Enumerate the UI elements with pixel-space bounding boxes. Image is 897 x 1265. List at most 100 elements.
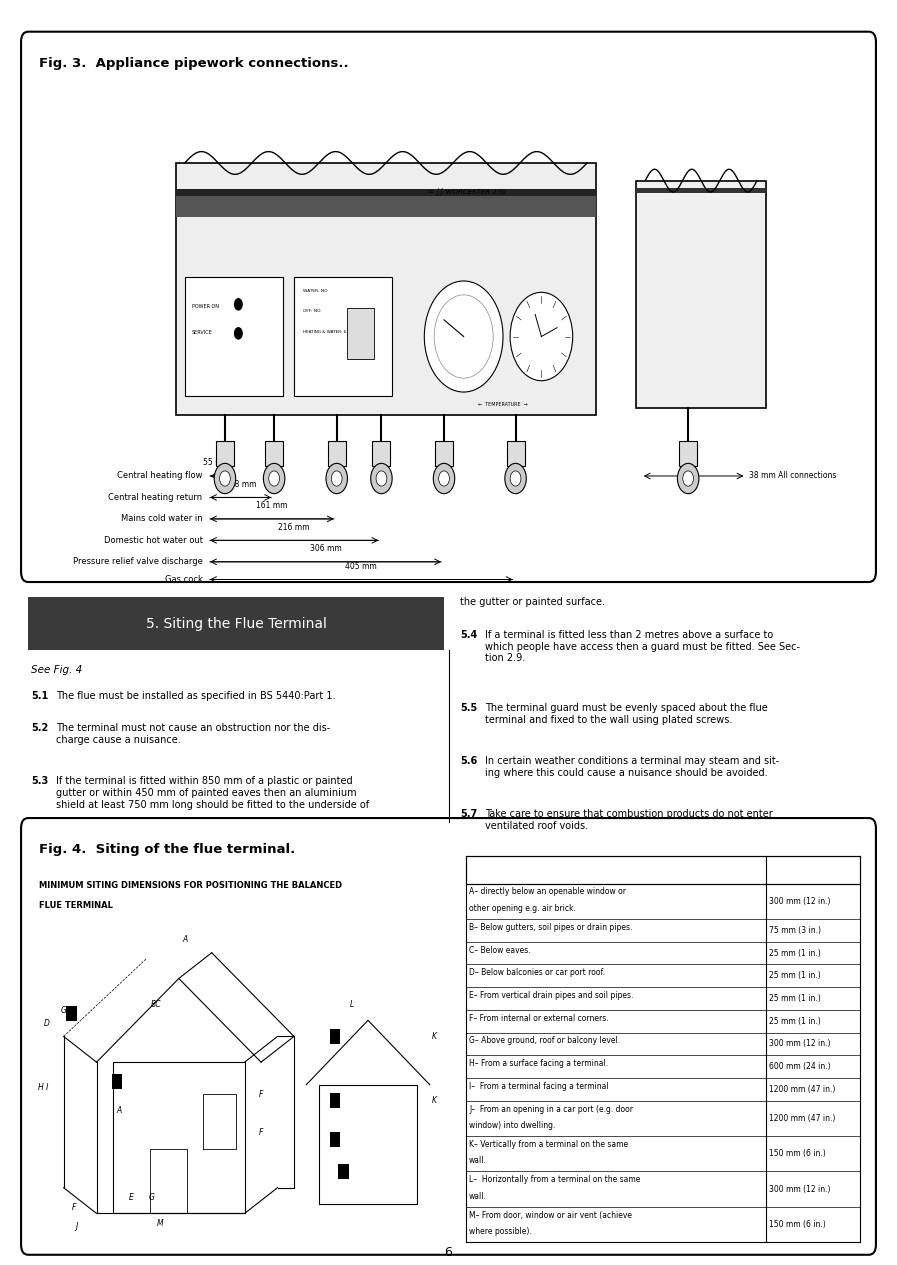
Text: I–  From a terminal facing a terminal: I– From a terminal facing a terminal bbox=[469, 1082, 609, 1090]
Text: 75 mm (3 in.): 75 mm (3 in.) bbox=[769, 926, 821, 935]
Text: OFF: NO: OFF: NO bbox=[303, 310, 320, 314]
Text: 300 mm (12 in.): 300 mm (12 in.) bbox=[769, 1040, 830, 1049]
Bar bbox=[330, 1132, 341, 1147]
Circle shape bbox=[234, 299, 243, 311]
Text: Take care to ensure that combustion products do not enter
ventilated roof voids.: Take care to ensure that combustion prod… bbox=[485, 810, 773, 831]
Circle shape bbox=[433, 463, 455, 493]
Text: window) into dwelling.: window) into dwelling. bbox=[469, 1121, 555, 1130]
Text: 300 mm (12 in.): 300 mm (12 in.) bbox=[769, 1184, 830, 1194]
Circle shape bbox=[434, 295, 493, 378]
Bar bbox=[266, 440, 283, 466]
Text: J: J bbox=[74, 1222, 77, 1231]
Circle shape bbox=[331, 471, 342, 486]
Text: The terminal guard must be evenly spaced about the flue
terminal and fixed to th: The terminal guard must be evenly spaced… bbox=[485, 703, 768, 725]
Text: F: F bbox=[259, 1128, 263, 1137]
Circle shape bbox=[234, 328, 243, 340]
Text: SERVICE: SERVICE bbox=[192, 330, 213, 334]
Bar bbox=[636, 188, 766, 194]
Text: 405 mm: 405 mm bbox=[345, 562, 377, 571]
Bar bbox=[185, 277, 283, 396]
Text: The terminal must not cause an obstruction nor the dis-
charge cause a nuisance.: The terminal must not cause an obstructi… bbox=[56, 724, 330, 745]
Bar bbox=[176, 195, 596, 218]
Text: other opening e.g. air brick.: other opening e.g. air brick. bbox=[469, 904, 576, 913]
Text: 6: 6 bbox=[445, 1246, 452, 1259]
Bar bbox=[112, 1074, 123, 1089]
Text: A: A bbox=[117, 1106, 122, 1114]
Bar bbox=[176, 190, 596, 196]
Text: E: E bbox=[129, 1193, 134, 1202]
Text: F: F bbox=[259, 1090, 263, 1099]
Circle shape bbox=[220, 471, 231, 486]
Text: A: A bbox=[182, 935, 187, 945]
Text: 1200 mm (47 in.): 1200 mm (47 in.) bbox=[769, 1114, 835, 1123]
Text: B– Below gutters, soil pipes or drain pipes.: B– Below gutters, soil pipes or drain pi… bbox=[469, 922, 632, 932]
Circle shape bbox=[370, 463, 392, 493]
Circle shape bbox=[424, 281, 503, 392]
Text: 5.4: 5.4 bbox=[460, 630, 477, 640]
Text: See Fig. 4: See Fig. 4 bbox=[30, 665, 83, 676]
Bar bbox=[327, 440, 345, 466]
Text: wall.: wall. bbox=[469, 1192, 487, 1200]
Text: Central heating flow: Central heating flow bbox=[118, 472, 203, 481]
Text: where possible).: where possible). bbox=[469, 1227, 532, 1236]
Text: 25 mm (1 in.): 25 mm (1 in.) bbox=[769, 949, 821, 958]
Text: 216 mm: 216 mm bbox=[278, 522, 310, 531]
Text: If the terminal is fitted within 850 mm of a plastic or painted
gutter or within: If the terminal is fitted within 850 mm … bbox=[56, 777, 369, 810]
Text: 300 mm (12 in.): 300 mm (12 in.) bbox=[769, 897, 830, 906]
Text: K: K bbox=[431, 1032, 436, 1041]
Text: 25 mm (1 in.): 25 mm (1 in.) bbox=[769, 1017, 821, 1026]
Text: ≈ ∫∫ WORCESTER 230: ≈ ∫∫ WORCESTER 230 bbox=[428, 188, 506, 196]
Bar bbox=[330, 1028, 341, 1044]
Text: POWER ON: POWER ON bbox=[192, 305, 219, 310]
Bar bbox=[435, 440, 453, 466]
Circle shape bbox=[264, 463, 285, 493]
Bar bbox=[330, 1093, 341, 1108]
Text: K: K bbox=[431, 1097, 436, 1106]
Text: 150 mm (6 in.): 150 mm (6 in.) bbox=[769, 1219, 825, 1230]
FancyBboxPatch shape bbox=[21, 32, 876, 582]
FancyBboxPatch shape bbox=[21, 818, 876, 1255]
Text: 38 mm All connections: 38 mm All connections bbox=[749, 472, 837, 481]
Text: 600 mm (24 in.): 600 mm (24 in.) bbox=[769, 1063, 831, 1071]
Bar bbox=[28, 597, 444, 650]
Text: 25 mm (1 in.): 25 mm (1 in.) bbox=[769, 972, 821, 980]
Text: If a terminal is fitted less than 2 metres above a surface to
which people have : If a terminal is fitted less than 2 metr… bbox=[485, 630, 800, 663]
Text: 306 mm: 306 mm bbox=[309, 544, 342, 553]
Circle shape bbox=[677, 463, 699, 493]
Text: Central heating return: Central heating return bbox=[109, 493, 203, 502]
Bar bbox=[466, 856, 860, 884]
Bar bbox=[347, 309, 374, 358]
Bar bbox=[636, 181, 766, 407]
Text: E– From vertical drain pipes and soil pipes.: E– From vertical drain pipes and soil pi… bbox=[469, 990, 633, 999]
Bar bbox=[338, 1164, 349, 1179]
Text: 5. Siting the Flue Terminal: 5. Siting the Flue Terminal bbox=[145, 616, 327, 631]
Circle shape bbox=[683, 471, 693, 486]
Text: 5.6: 5.6 bbox=[460, 756, 477, 767]
Circle shape bbox=[376, 471, 387, 486]
Text: G– Above ground, roof or balcony level.: G– Above ground, roof or balcony level. bbox=[469, 1036, 620, 1045]
Text: 5.7: 5.7 bbox=[460, 810, 477, 820]
Text: wall.: wall. bbox=[469, 1156, 487, 1165]
Text: M– From door, window or air vent (achieve: M– From door, window or air vent (achiev… bbox=[469, 1211, 632, 1219]
Text: 55 mm: 55 mm bbox=[203, 458, 230, 467]
Text: D– Below balconies or car port roof.: D– Below balconies or car port roof. bbox=[469, 968, 605, 978]
Circle shape bbox=[214, 463, 236, 493]
Text: MINIMUM SITING DIMENSIONS FOR POSITIONING THE BALANCED: MINIMUM SITING DIMENSIONS FOR POSITIONIN… bbox=[39, 882, 342, 891]
Bar bbox=[507, 440, 525, 466]
Text: 161 mm: 161 mm bbox=[257, 501, 288, 510]
Text: J–  From an opening in a car port (e.g. door: J– From an opening in a car port (e.g. d… bbox=[469, 1104, 633, 1113]
Circle shape bbox=[505, 463, 527, 493]
Text: Domestic hot water out: Domestic hot water out bbox=[103, 536, 203, 545]
Bar bbox=[294, 277, 392, 396]
Text: F: F bbox=[72, 1203, 76, 1212]
Text: WATER: NO: WATER: NO bbox=[303, 290, 327, 293]
Bar bbox=[372, 440, 390, 466]
Text: 25 mm (1 in.): 25 mm (1 in.) bbox=[769, 994, 821, 1003]
Text: MIN. DISTANCE: MIN. DISTANCE bbox=[779, 865, 847, 874]
Text: A– directly below an openable window or: A– directly below an openable window or bbox=[469, 888, 626, 897]
Text: L–  Horizontally from a terminal on the same: L– Horizontally from a terminal on the s… bbox=[469, 1175, 640, 1184]
Bar bbox=[66, 1006, 77, 1021]
Text: HEATING & WATER: 6.6: HEATING & WATER: 6.6 bbox=[303, 330, 350, 334]
Text: G: G bbox=[149, 1193, 155, 1202]
Text: 1200 mm (47 in.): 1200 mm (47 in.) bbox=[769, 1085, 835, 1094]
